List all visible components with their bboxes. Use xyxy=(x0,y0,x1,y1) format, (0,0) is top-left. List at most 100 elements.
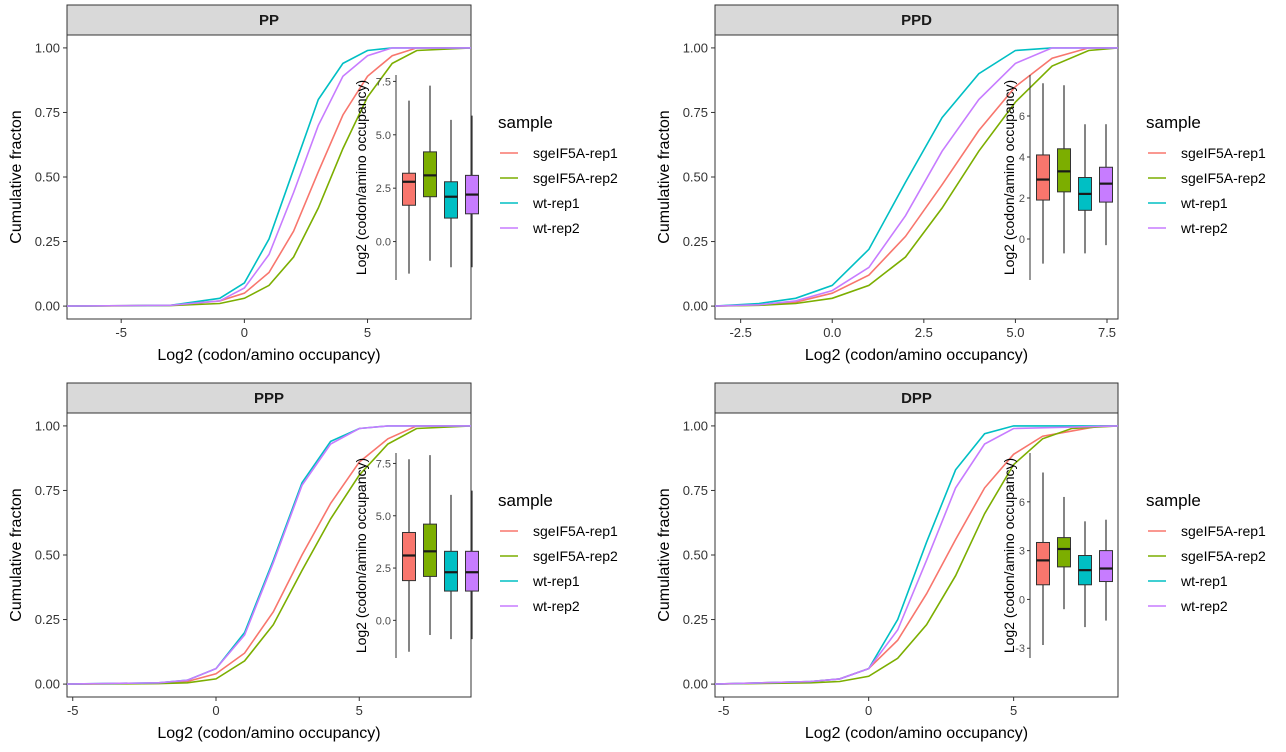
inset-y-tick-label: 2 xyxy=(1019,193,1025,205)
ecdf-line-sgeIF5A-rep2 xyxy=(714,47,1119,307)
box-sgeIF5A-rep2 xyxy=(1057,537,1071,568)
strip-background xyxy=(66,382,472,414)
y-axis-title: Cumulative fracton xyxy=(8,110,25,243)
legend-label: wt-rep1 xyxy=(1180,195,1228,211)
box-sgeIF5A-rep1 xyxy=(1036,154,1050,201)
inset-y-tick-label: 4 xyxy=(1019,152,1025,164)
y-tick-label: 0.00 xyxy=(35,299,60,314)
panel-title: PP xyxy=(259,12,279,29)
y-tick-label: 0.75 xyxy=(683,105,708,120)
inset-boxplot: 0.0 2.5 5.0 7.5 Log2 (codon/amino occupancy) xyxy=(353,453,479,658)
box-wt-rep2 xyxy=(1099,550,1113,583)
inset-y-tick-label: 5.0 xyxy=(376,130,391,142)
x-tick-label: -5 xyxy=(67,703,79,718)
legend-title: sample xyxy=(498,491,553,510)
inset-y-axis-title: Log2 (codon/amino occupancy) xyxy=(353,458,369,653)
y-tick-label: 0.25 xyxy=(683,234,708,249)
ecdf-line-wt-rep1 xyxy=(66,47,471,307)
legend: sample sgeIF5A-rep1 sgeIF5A-rep2 wt-rep1 wt-… xyxy=(498,491,618,614)
x-tick-label: 5.0 xyxy=(1006,325,1024,340)
x-tick-label: -2.5 xyxy=(729,325,751,340)
ecdf-line-sgeIF5A-rep1 xyxy=(714,47,1118,307)
inset-y-axis-title: Log2 (codon/amino occupancy) xyxy=(353,80,369,275)
y-tick-label: 0.50 xyxy=(683,548,708,563)
x-tick-label: 5 xyxy=(1010,703,1017,718)
y-tick-label: 0.00 xyxy=(683,677,708,692)
inset-y-tick-label: 0 xyxy=(1019,234,1025,246)
inset-y-tick-label: 0 xyxy=(1019,594,1025,606)
box-sgeIF5A-rep1 xyxy=(402,172,416,206)
legend-title: sample xyxy=(1146,113,1201,132)
y-tick-label: 0.75 xyxy=(683,483,708,498)
inset-y-tick-label: 0.0 xyxy=(376,237,391,249)
inset-y-tick-label: 6 xyxy=(1019,111,1025,123)
panel-ppd: PPD 0.00 0.25 0.50 0.75 1.00 -2.5 0.0 2.5 5.0 7.5 L… xyxy=(656,4,1119,364)
panel-title: PPD xyxy=(901,12,932,29)
box-sgeIF5A-rep1 xyxy=(1036,541,1050,586)
x-tick-label: 0 xyxy=(865,703,872,718)
ecdf-line-sgeIF5A-rep1 xyxy=(66,425,471,685)
inset-y-tick-label: 7.5 xyxy=(376,76,391,88)
x-tick-label: -5 xyxy=(718,703,730,718)
strip-background xyxy=(714,4,1119,36)
panel-pp: PP 0.00 0.25 0.50 0.75 1.00 -5 0 5 Log2 (codon/am… xyxy=(8,4,479,364)
legend-label: wt-rep1 xyxy=(1180,573,1228,589)
ecdf-line-wt-rep2 xyxy=(66,47,471,307)
legend-label: sgeIF5A-rep1 xyxy=(533,145,618,161)
x-axis-title: Log2 (codon/amino occupancy) xyxy=(805,347,1028,364)
inset-y-tick-label: -3 xyxy=(1015,643,1025,655)
legend-label: wt-rep2 xyxy=(1180,220,1228,236)
x-axis-title: Log2 (codon/amino occupancy) xyxy=(157,347,380,364)
plot-area xyxy=(714,412,1119,698)
ecdf-line-wt-rep1 xyxy=(714,47,1118,307)
inset-boxplot: 0.0 2.5 5.0 7.5 Log2 (codon/amino occupancy) xyxy=(353,75,479,280)
panel-title: DPP xyxy=(901,390,932,407)
y-axis-title: Cumulative fracton xyxy=(8,488,25,621)
ecdf-line-wt-rep2 xyxy=(66,425,471,685)
x-tick-label: 7.5 xyxy=(1098,325,1116,340)
x-tick-label: -5 xyxy=(115,325,127,340)
legend-label: sgeIF5A-rep1 xyxy=(1181,145,1266,161)
x-tick-label: 2.5 xyxy=(915,325,933,340)
y-tick-label: 0.25 xyxy=(683,612,708,627)
x-tick-label: 0.0 xyxy=(823,325,841,340)
legend-label: wt-rep2 xyxy=(1180,598,1228,614)
strip-background xyxy=(714,382,1119,414)
legend-title: sample xyxy=(1146,491,1201,510)
panel-ppp: PPP 0.00 0.25 0.50 0.75 1.00 -5 0 5 Log2 (codon/a… xyxy=(8,382,479,742)
box-wt-rep1 xyxy=(444,181,458,219)
legend-label: wt-rep1 xyxy=(532,195,580,211)
y-axis-title: Cumulative fracton xyxy=(656,110,673,243)
legend-label: wt-rep2 xyxy=(532,220,580,236)
ecdf-line-wt-rep2 xyxy=(714,425,1119,685)
legend-label: sgeIF5A-rep2 xyxy=(533,548,618,564)
legend: sample sgeIF5A-rep1 sgeIF5A-rep2 wt-rep1 wt-… xyxy=(498,113,618,236)
inset-y-tick-label: 6 xyxy=(1019,497,1025,509)
legend-label: sgeIF5A-rep1 xyxy=(533,523,618,539)
y-tick-label: 1.00 xyxy=(35,418,60,433)
y-tick-label: 0.00 xyxy=(683,299,708,314)
y-tick-label: 0.75 xyxy=(35,105,60,120)
ecdf-line-sgeIF5A-rep2 xyxy=(66,425,472,685)
y-tick-label: 0.75 xyxy=(35,483,60,498)
legend: sample sgeIF5A-rep1 sgeIF5A-rep2 wt-rep1 wt-… xyxy=(1146,113,1266,236)
inset-y-tick-label: 2.5 xyxy=(376,563,391,575)
y-tick-label: 0.50 xyxy=(35,548,60,563)
legend-label: sgeIF5A-rep2 xyxy=(533,170,618,186)
x-tick-label: 5 xyxy=(356,703,363,718)
legend: sample sgeIF5A-rep1 sgeIF5A-rep2 wt-rep1 wt-… xyxy=(1146,491,1266,614)
panel-title: PPP xyxy=(254,390,284,407)
y-tick-label: 0.25 xyxy=(35,234,60,249)
legend-label: wt-rep2 xyxy=(532,598,580,614)
legend-title: sample xyxy=(498,113,553,132)
inset-y-tick-label: 7.5 xyxy=(376,458,391,470)
y-tick-label: 1.00 xyxy=(35,40,60,55)
x-tick-label: 0 xyxy=(241,325,248,340)
y-tick-label: 1.00 xyxy=(683,418,708,433)
panel-dpp: DPP 0.00 0.25 0.50 0.75 1.00 -5 0 5 Log2 (codon/a… xyxy=(656,382,1119,742)
x-tick-label: 5 xyxy=(364,325,371,340)
ecdf-line-sgeIF5A-rep2 xyxy=(714,425,1119,685)
legend-label: sgeIF5A-rep1 xyxy=(1181,523,1266,539)
